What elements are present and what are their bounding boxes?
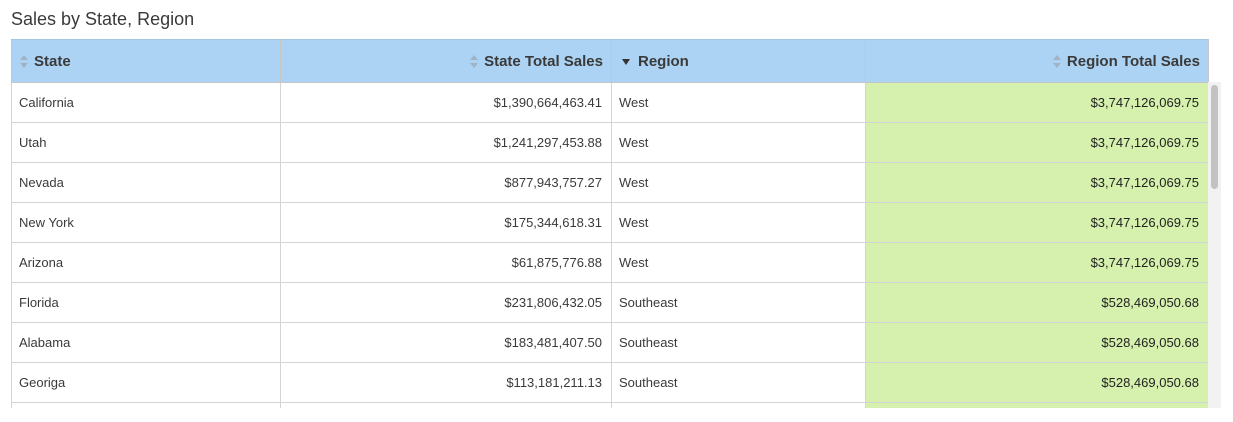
table-row[interactable]: Alabama $183,481,407.50 Southeast $528,4…: [11, 322, 1209, 363]
cell-state[interactable]: California: [11, 82, 281, 123]
cell-state[interactable]: Utah: [11, 122, 281, 163]
cell-region-total-sales[interactable]: $3,747,126,069.75: [865, 162, 1209, 203]
table-row[interactable]: Florida $231,806,432.05 Southeast $528,4…: [11, 282, 1209, 323]
column-header-state-total-sales[interactable]: State Total Sales: [280, 39, 612, 83]
table-row[interactable]: Arizona $61,875,776.88 West $3,747,126,0…: [11, 242, 1209, 283]
cell-region-total-sales[interactable]: $3,747,126,069.75: [865, 122, 1209, 163]
cell-state[interactable]: Arizona: [11, 242, 281, 283]
column-header-label: State Total Sales: [484, 52, 603, 70]
column-header-label: State: [34, 52, 71, 70]
vertical-scrollbar[interactable]: [1208, 82, 1221, 408]
cell-region-total-sales[interactable]: $3,747,126,069.75: [865, 202, 1209, 243]
column-header-state[interactable]: State: [11, 39, 281, 83]
table-row[interactable]: [11, 402, 1209, 408]
cell-region[interactable]: West: [611, 202, 866, 243]
table-row[interactable]: California $1,390,664,463.41 West $3,747…: [11, 82, 1209, 123]
cell-region-total-sales[interactable]: $3,747,126,069.75: [865, 242, 1209, 283]
column-header-region[interactable]: Region: [611, 39, 866, 83]
sort-descending-icon[interactable]: [622, 58, 630, 65]
table-row[interactable]: Utah $1,241,297,453.88 West $3,747,126,0…: [11, 122, 1209, 163]
sort-up-down-icon[interactable]: [470, 54, 479, 69]
sales-table: State State Total Sales Region Region To…: [11, 39, 1209, 408]
cell-region[interactable]: Southeast: [611, 282, 866, 323]
cell-region-total-sales[interactable]: $528,469,050.68: [865, 362, 1209, 403]
cell-state-total-sales[interactable]: $113,181,211.13: [280, 362, 612, 403]
cell-region-total-sales[interactable]: $528,469,050.68: [865, 322, 1209, 363]
cell-state-total-sales[interactable]: $61,875,776.88: [280, 242, 612, 283]
table-row[interactable]: Georiga $113,181,211.13 Southeast $528,4…: [11, 362, 1209, 403]
cell-region[interactable]: West: [611, 82, 866, 123]
cell-state-total-sales[interactable]: $877,943,757.27: [280, 162, 612, 203]
cell-state[interactable]: Florida: [11, 282, 281, 323]
table-row[interactable]: Nevada $877,943,757.27 West $3,747,126,0…: [11, 162, 1209, 203]
cell-state-total-sales[interactable]: $183,481,407.50: [280, 322, 612, 363]
cell-region-total-sales[interactable]: $528,469,050.68: [865, 282, 1209, 323]
cell-region-total-sales[interactable]: [865, 402, 1209, 408]
cell-region[interactable]: West: [611, 242, 866, 283]
cell-state-total-sales[interactable]: $1,390,664,463.41: [280, 82, 612, 123]
sort-up-down-icon[interactable]: [20, 54, 28, 69]
cell-region[interactable]: Southeast: [611, 322, 866, 363]
cell-state[interactable]: New York: [11, 202, 281, 243]
cell-region[interactable]: West: [611, 122, 866, 163]
header-row: State State Total Sales Region Region To…: [11, 39, 1209, 83]
data-grid: State State Total Sales Region Region To…: [11, 39, 1221, 408]
cell-state[interactable]: Alabama: [11, 322, 281, 363]
column-header-label: Region: [638, 52, 689, 70]
cell-region[interactable]: Southeast: [611, 362, 866, 403]
column-header-region-total-sales[interactable]: Region Total Sales: [865, 39, 1209, 83]
cell-state-total-sales[interactable]: $231,806,432.05: [280, 282, 612, 323]
sort-up-down-icon[interactable]: [1052, 54, 1061, 69]
cell-region[interactable]: [611, 402, 866, 408]
cell-state-total-sales[interactable]: $175,344,618.31: [280, 202, 612, 243]
column-header-label: Region Total Sales: [1066, 52, 1200, 70]
cell-state-total-sales[interactable]: $1,241,297,453.88: [280, 122, 612, 163]
report-title: Sales by State, Region: [11, 9, 195, 29]
cell-state[interactable]: Georiga: [11, 362, 281, 403]
cell-state[interactable]: [11, 402, 281, 408]
table-row[interactable]: New York $175,344,618.31 West $3,747,126…: [11, 202, 1209, 243]
cell-region-total-sales[interactable]: $3,747,126,069.75: [865, 82, 1209, 123]
cell-region[interactable]: West: [611, 162, 866, 203]
cell-state-total-sales[interactable]: [280, 402, 612, 408]
scrollbar-thumb[interactable]: [1211, 85, 1218, 189]
cell-state[interactable]: Nevada: [11, 162, 281, 203]
